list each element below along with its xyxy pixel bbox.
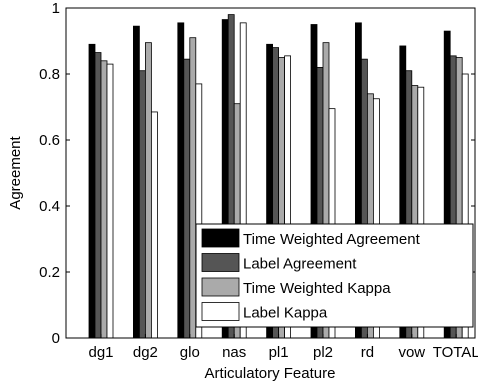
y-tick-label: 0.6	[39, 132, 60, 149]
legend-swatch-1	[201, 228, 240, 248]
bar-glo-series-2	[183, 58, 191, 339]
ticks-group: dg1 dg2 glo nas pl1 pl2 rd vow TOTAL 0 0.2 0.4 0.6 0.…	[39, 0, 478, 361]
plot-frame	[65, 7, 476, 339]
x-tick-label: pl1	[269, 344, 289, 361]
bar-dg1-series-3	[100, 60, 108, 339]
legend-swatch-2	[201, 253, 240, 272]
y-tick-label: 0.2	[39, 264, 60, 281]
x-tick-label: glo	[180, 344, 200, 361]
legend-label-1: Time Weighted Agreement	[243, 231, 421, 248]
y-tick-label: 1	[52, 0, 60, 17]
x-tick-label: nas	[222, 344, 246, 361]
x-axis-title: Articulatory Feature	[205, 365, 336, 382]
bar-dg2-series-3	[144, 42, 152, 339]
x-tick-label: dg2	[133, 344, 158, 361]
bar-dg2-series-1	[132, 25, 140, 339]
legend-label-4: Label Kappa	[243, 305, 328, 322]
x-tick-label: vow	[398, 344, 425, 361]
bar-glo-series-3	[189, 37, 197, 339]
y-tick-label: 0.8	[39, 66, 60, 83]
legend-label-2: Label Agreement	[243, 256, 357, 273]
legend: Time Weighted Agreement Label Agreement Ti…	[195, 223, 474, 328]
legend-swatch-3	[201, 277, 240, 297]
x-tick-label: dg1	[88, 344, 113, 361]
bar-dg1-series-4	[106, 63, 114, 339]
y-tick-label: 0	[52, 330, 60, 347]
legend-box	[195, 223, 474, 328]
bar-dg2-series-2	[138, 70, 146, 339]
legend-swatch-4	[201, 302, 240, 321]
x-tick-label: TOTAL	[433, 344, 478, 361]
bar-glo-series-1	[177, 22, 185, 339]
y-tick-label: 0.4	[39, 198, 60, 215]
legend-label-3: Time Weighted Kappa	[243, 280, 391, 297]
y-axis-title: Agreement	[7, 135, 24, 209]
x-tick-label: rd	[361, 344, 374, 361]
bar-dg1-series-1	[88, 43, 96, 339]
bar-dg2-series-4	[150, 111, 158, 339]
x-tick-label: pl2	[313, 344, 333, 361]
bar-dg1-series-2	[94, 52, 102, 339]
